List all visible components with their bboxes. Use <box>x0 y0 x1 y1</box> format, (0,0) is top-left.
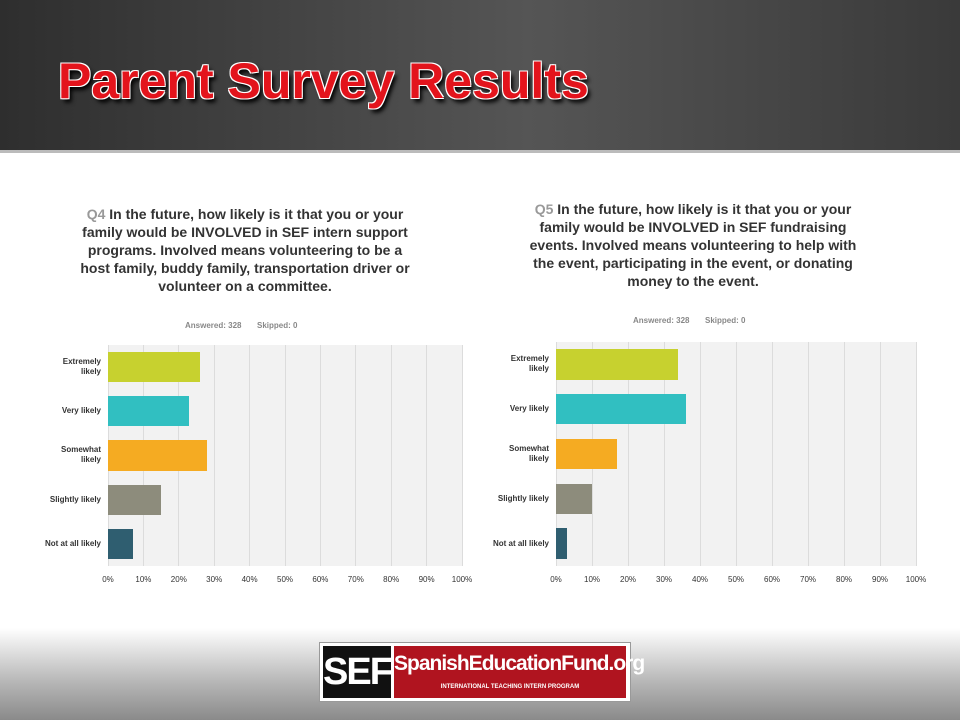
grid-line <box>663 342 665 566</box>
x-tick-label: 10% <box>135 575 152 584</box>
bar <box>108 528 133 559</box>
answered: Answered: 328 <box>185 321 242 330</box>
grid-line <box>355 345 357 566</box>
logo: SEF SpanishEducationFund.org INTERNATION… <box>319 642 645 702</box>
bar <box>556 483 592 515</box>
question-text: In the future, how likely is it that you… <box>529 201 857 289</box>
x-tick-label: 30% <box>655 575 673 584</box>
x-tick-label: 70% <box>799 575 817 584</box>
grid-line <box>699 342 701 566</box>
category-label: Slightly likely <box>49 494 101 504</box>
grid-line <box>319 345 321 566</box>
question-number: Q4 <box>86 206 106 222</box>
question-title: Q5 In the future, how likely is it that … <box>528 200 858 290</box>
x-tick-label: 80% <box>835 575 853 584</box>
question-number: Q5 <box>534 201 554 217</box>
x-tick-label: 100% <box>451 575 473 584</box>
bar <box>108 440 208 471</box>
grid-line <box>627 342 629 566</box>
slide-title: Parent Survey Results <box>58 53 589 109</box>
footer: SEF SpanishEducationFund.org INTERNATION… <box>0 628 960 720</box>
logo-short: SEF <box>323 646 393 698</box>
x-tick-label: 60% <box>763 575 781 584</box>
bar <box>556 349 679 380</box>
category-label: Somewhat likely <box>60 445 101 465</box>
category-label: Very likely <box>509 404 549 414</box>
x-tick-label: 80% <box>383 575 400 584</box>
skipped: Skipped: 0 <box>705 316 746 325</box>
bar <box>556 528 567 559</box>
logo-box: SpanishEducationFund.org INTERNATIONAL T… <box>394 646 645 698</box>
bar <box>108 396 190 427</box>
x-tick-label: 30% <box>206 575 223 584</box>
grid-line <box>249 345 251 566</box>
x-tick-label: 90% <box>418 575 435 584</box>
grid-line <box>843 342 845 566</box>
x-tick-label: 40% <box>691 575 709 584</box>
bar <box>108 484 162 515</box>
grid-line <box>735 342 737 566</box>
answered: Answered: 328 <box>633 316 690 325</box>
question-title: Q4 In the future, how likely is it that … <box>80 205 410 295</box>
grid-line <box>461 345 463 566</box>
category-label: Somewhat likely <box>508 443 549 463</box>
category-label: Not at all likely <box>44 538 101 548</box>
bar <box>108 352 201 383</box>
grid-line <box>915 342 917 566</box>
x-tick-label: 20% <box>619 575 637 584</box>
x-tick-label: 50% <box>276 575 294 584</box>
x-tick-label: 20% <box>170 575 187 584</box>
x-tick-label: 0% <box>102 575 114 584</box>
x-tick-label: 100% <box>905 575 927 584</box>
x-tick-label: 0% <box>550 575 562 584</box>
skipped: Skipped: 0 <box>257 321 298 330</box>
category-label: Very likely <box>61 406 101 416</box>
x-tick-label: 70% <box>347 575 364 584</box>
bar <box>556 438 618 470</box>
logo-tagline: INTERNATIONAL TEACHING INTERN PROGRAM <box>440 684 580 690</box>
category-label: Not at all likely <box>492 538 549 548</box>
grid-line <box>390 345 392 566</box>
grid-line <box>426 345 428 566</box>
grid-line <box>879 342 881 566</box>
grid-line <box>284 345 286 566</box>
header: Parent Survey Results <box>0 0 960 153</box>
x-tick-label: 40% <box>241 575 258 584</box>
x-tick-label: 10% <box>583 575 601 584</box>
logo-name: SpanishEducationFund.org <box>394 652 645 675</box>
x-tick-label: 90% <box>871 575 889 584</box>
category-label: Extremely likely <box>510 354 549 374</box>
x-tick-label: 50% <box>727 575 745 584</box>
category-label: Extremely likely <box>62 357 101 377</box>
category-label: Slightly likely <box>497 493 549 503</box>
grid-line <box>213 345 215 566</box>
grid-line <box>771 342 773 566</box>
x-tick-label: 60% <box>312 575 329 584</box>
question-text: In the future, how likely is it that you… <box>80 206 410 294</box>
bar <box>556 393 686 425</box>
grid-line <box>807 342 809 566</box>
